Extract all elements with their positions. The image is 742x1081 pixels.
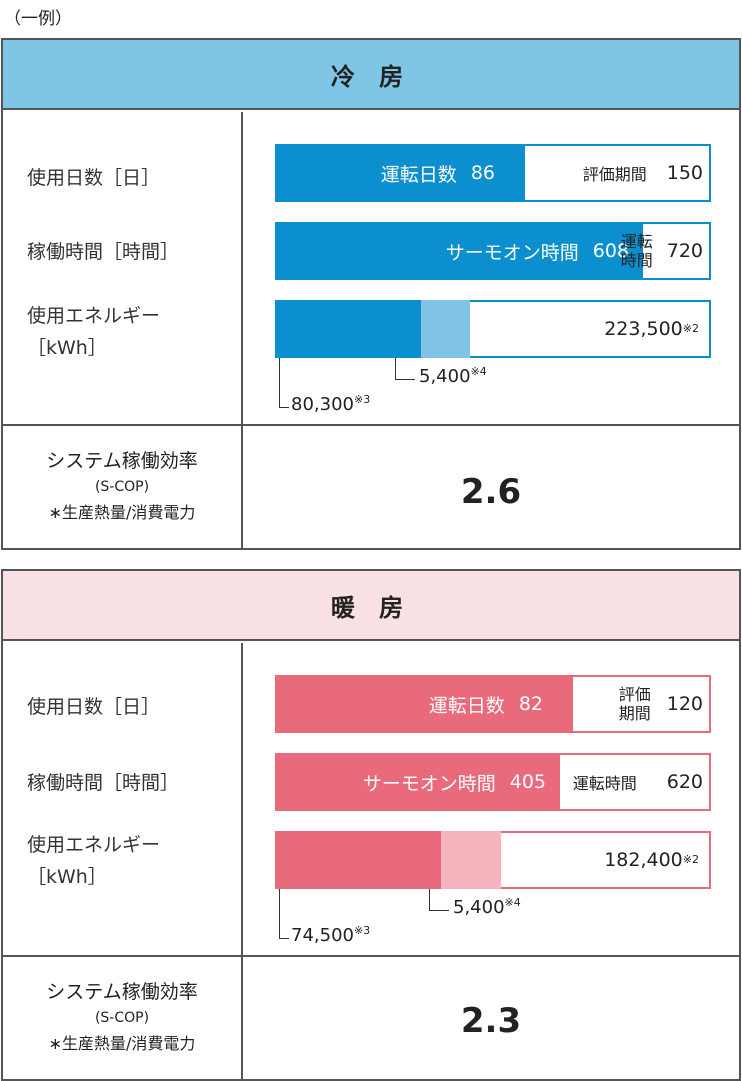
heating-days-bar: 運転日数 82 評価 期間 120 xyxy=(275,675,711,733)
days-fill-value: 82 xyxy=(518,693,543,715)
period-value: 150 xyxy=(666,162,703,184)
row-divider xyxy=(3,424,739,426)
energy-label: 使用エネルギー ［kWh］ xyxy=(27,829,160,893)
heating-header: 暖 房 xyxy=(3,571,739,641)
energy-label-line1: 使用エネルギー xyxy=(27,305,161,327)
primary-note: ※3 xyxy=(353,393,371,406)
column-divider xyxy=(241,112,243,548)
secondary-value: 5,400 xyxy=(453,897,505,918)
primary-value: 74,500 xyxy=(291,925,354,946)
energy-total: 182,400 ※2 xyxy=(604,849,699,871)
primary-callout-line xyxy=(279,358,289,408)
heating-hours-bar: サーモオン時間 405 運転時間 620 xyxy=(275,753,711,811)
energy-total-value: 223,500 xyxy=(604,318,683,340)
days-fill-label: 運転日数 xyxy=(380,163,457,186)
column-divider xyxy=(241,643,243,1079)
scop-label-line3: ∗生産熱量/消費電力 xyxy=(48,503,196,522)
days-fill-text: 運転日数 86 xyxy=(275,144,525,202)
energy-label: 使用エネルギー ［kWh］ xyxy=(27,300,160,364)
energy-total: 223,500 ※2 xyxy=(604,318,699,340)
cooling-days-bar: 運転日数 86 評価期間 150 xyxy=(275,144,711,202)
hours-fill xyxy=(275,222,643,280)
period-text: 評価期間 150 xyxy=(583,144,703,202)
secondary-value: 5,400 xyxy=(419,366,471,387)
secondary-callout-line xyxy=(429,889,449,911)
days-fill xyxy=(275,144,525,202)
example-note: （一例） xyxy=(4,9,72,29)
energy-label-line1: 使用エネルギー xyxy=(27,834,161,856)
energy-primary-fill xyxy=(275,300,421,358)
cooling-hours-bar: サーモオン時間 608 運転 時間 720 xyxy=(275,222,711,280)
scop-label: システム稼働効率 (S-COP) ∗生産熱量/消費電力 xyxy=(3,977,241,1054)
hours-fill-value: 608 xyxy=(592,240,629,262)
total-hours-text: 運転 時間 720 xyxy=(621,222,703,280)
scop-value: 2.6 xyxy=(460,472,522,512)
primary-note: ※3 xyxy=(353,924,371,937)
total-hours-label: 運転時間 xyxy=(572,774,637,793)
energy-primary-fill xyxy=(275,831,441,889)
total-hours-text: 運転時間 620 xyxy=(573,753,703,811)
hours-fill-text: サーモオン時間 608 xyxy=(275,222,643,280)
period-label-line2: 期間 xyxy=(618,704,651,723)
days-label: 使用日数［日］ xyxy=(27,696,161,718)
hours-fill xyxy=(275,753,560,811)
scop-label-line1: システム稼働効率 xyxy=(46,981,198,1003)
secondary-note: ※4 xyxy=(504,896,521,909)
primary-value: 80,300 xyxy=(291,394,354,415)
energy-secondary-fill xyxy=(441,831,501,889)
period-value: 120 xyxy=(666,693,703,715)
primary-callout-text: 80,300※3 xyxy=(291,394,370,415)
period-label: 評価期間 xyxy=(582,165,647,184)
cooling-section: 冷 房 使用日数［日］ 稼働時間［時間］ 使用エネルギー ［kWh］ 運転日数 … xyxy=(1,38,741,550)
period-label-line1: 評価 xyxy=(618,685,651,704)
period-label: 評価 期間 xyxy=(619,685,651,723)
secondary-callout-text: 5,400※4 xyxy=(453,897,521,918)
secondary-callout-line xyxy=(395,358,415,380)
period-text: 評価 期間 120 xyxy=(619,675,703,733)
energy-total-value: 182,400 xyxy=(604,849,683,871)
secondary-note: ※4 xyxy=(470,365,487,378)
hours-fill-text: サーモオン時間 405 xyxy=(275,753,560,811)
heating-energy-bar: 182,400 ※2 xyxy=(275,831,711,889)
cooling-header: 冷 房 xyxy=(3,40,739,110)
energy-secondary-fill xyxy=(421,300,470,358)
secondary-callout-text: 5,400※4 xyxy=(419,366,487,387)
heating-section: 暖 房 使用日数［日］ 稼働時間［時間］ 使用エネルギー ［kWh］ 運転日数 … xyxy=(1,569,741,1081)
days-fill-text: 運転日数 82 xyxy=(275,675,573,733)
hours-label: 稼働時間［時間］ xyxy=(27,241,180,263)
row-divider xyxy=(3,955,739,957)
total-hours-label-line2: 時間 xyxy=(620,251,653,270)
scop-label-line2: (S-COP) xyxy=(94,479,150,495)
scop-label-line2: (S-COP) xyxy=(94,1010,150,1026)
days-fill-label: 運転日数 xyxy=(428,694,505,717)
scop-label-line1: システム稼働効率 xyxy=(46,450,198,472)
total-hours-label: 運転 時間 xyxy=(621,232,653,270)
scop-value: 2.3 xyxy=(460,1001,522,1041)
days-fill-value: 86 xyxy=(470,162,495,184)
scop-label: システム稼働効率 (S-COP) ∗生産熱量/消費電力 xyxy=(3,446,241,523)
cooling-energy-bar: 223,500 ※2 xyxy=(275,300,711,358)
primary-callout-text: 74,500※3 xyxy=(291,925,370,946)
hours-fill-label: サーモオン時間 xyxy=(445,241,579,264)
total-hours-label-line1: 運転 xyxy=(620,232,653,251)
total-hours-value: 620 xyxy=(666,771,703,793)
hours-label: 稼働時間［時間］ xyxy=(27,772,180,794)
energy-label-line2: ［kWh］ xyxy=(27,337,107,359)
scop-label-line3: ∗生産熱量/消費電力 xyxy=(48,1034,196,1053)
hours-fill-label: サーモオン時間 xyxy=(362,772,496,795)
days-label: 使用日数［日］ xyxy=(27,167,161,189)
days-fill xyxy=(275,675,573,733)
total-hours-value: 720 xyxy=(666,240,703,262)
primary-callout-line xyxy=(279,889,289,939)
energy-label-line2: ［kWh］ xyxy=(27,866,107,888)
hours-fill-value: 405 xyxy=(509,771,546,793)
